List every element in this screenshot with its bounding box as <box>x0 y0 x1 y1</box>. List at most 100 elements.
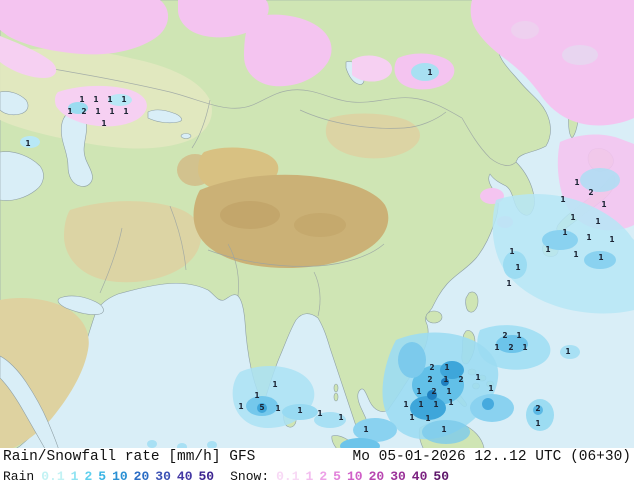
scale-value: 30 <box>155 469 171 484</box>
rain-indian-ocean3 <box>207 441 217 448</box>
terrain-tibet-plateau <box>193 174 389 268</box>
terrain-tibet-high1 <box>220 201 280 229</box>
rain-vietnam <box>398 342 426 378</box>
border-himalaya <box>207 243 385 267</box>
scale-value: 2 <box>319 469 328 484</box>
precip-marker: 1 <box>522 343 527 352</box>
precip-marker: 1 <box>123 107 128 116</box>
legend-row: Rain 0.1 1 2 5 10 20 30 40 50 Snow: 0.1 1 2 5 10 20 30… <box>3 467 631 486</box>
precip-marker: 1 <box>317 409 322 418</box>
precip-marker: 2 <box>458 375 463 384</box>
rain-indian-ocean2 <box>177 443 187 448</box>
scale-value: 2 <box>84 469 93 484</box>
scale-value: 20 <box>133 469 150 484</box>
precip-marker: 1 <box>545 245 550 254</box>
caption-bar: Rain/Snowfall rate [mm/h] GFS Mo 05-01-2… <box>0 448 634 486</box>
border-iran-west <box>99 227 123 294</box>
snow-siberia-mid1 <box>178 0 269 38</box>
snow-siberia-west <box>0 0 169 55</box>
precip-marker: 2 <box>431 387 436 396</box>
scale-value: 50 <box>433 469 450 484</box>
persian-gulf <box>57 295 104 315</box>
rain-se-asia-core2 <box>410 396 446 420</box>
precip-marker: 1 <box>516 331 521 340</box>
scale-value: 1 <box>70 469 79 484</box>
caspian-sea <box>60 111 93 187</box>
border-central-asia <box>191 99 211 149</box>
precip-marker: 1 <box>67 107 72 116</box>
precip-marker: 5 <box>259 403 264 412</box>
precip-marker: 1 <box>107 95 112 104</box>
scale-value: 0.1 <box>276 469 300 484</box>
precip-marker: 1 <box>254 391 259 400</box>
scale-value: 30 <box>390 469 406 484</box>
rain-bengal-east1 <box>282 404 318 420</box>
precip-marker: 1 <box>416 387 421 396</box>
rain-regions <box>20 136 634 448</box>
rain-japan-spot2 <box>584 251 616 269</box>
terrain-arabia-desert <box>0 298 89 448</box>
snow-okhotsk-hole1 <box>562 45 598 65</box>
rain-se-asia-dark1 <box>427 390 437 400</box>
border-mongolia-china <box>299 109 447 129</box>
island-taiwan <box>465 291 479 313</box>
precip-marker: 2 <box>502 331 507 340</box>
precip-marker: 1 <box>448 398 453 407</box>
rain-se-asia-core3 <box>440 361 464 379</box>
map-datetime: Mo 05-01-2026 12..12 UTC (06+30) <box>352 449 631 465</box>
border-iran-east <box>169 205 187 271</box>
precip-marker: 1 <box>444 363 449 372</box>
precip-marker: 1 <box>570 213 575 222</box>
precip-marker: 1 <box>338 413 343 422</box>
snow-siberia-east1 <box>352 55 392 82</box>
precip-marker: 1 <box>443 375 448 384</box>
rain-pacific-mid <box>560 345 580 359</box>
precip-marker: 2 <box>429 363 434 372</box>
precip-marker: 1 <box>109 107 114 116</box>
snow-ural-tail <box>0 36 57 78</box>
rain-japan-spot1 <box>542 230 578 250</box>
red-sea <box>0 355 59 448</box>
precip-marker: 1 <box>441 425 446 434</box>
scale-value: 20 <box>368 469 385 484</box>
rain-scale: 0.1 1 2 5 10 20 30 40 50 <box>41 467 220 486</box>
island-andaman-1 <box>333 383 339 393</box>
rain-mindanao-dark <box>482 398 494 410</box>
precip-marker: 2 <box>81 107 86 116</box>
precip-marker: 1 <box>427 68 432 77</box>
map-title: Rain/Snowfall rate [mm/h] GFS <box>3 449 256 465</box>
rain-se-asia-dark2 <box>441 378 449 386</box>
scale-value: 0.1 <box>41 469 65 484</box>
rain-east-china-sea <box>503 251 527 279</box>
precip-marker: 1 <box>446 387 451 396</box>
border-india-pakistan <box>227 243 239 297</box>
precip-marker: 1 <box>275 404 280 413</box>
precip-marker: 1 <box>598 253 603 262</box>
precip-marker: 1 <box>403 400 408 409</box>
precip-marker: 2 <box>588 188 593 197</box>
precip-marker: 1 <box>494 343 499 352</box>
rain-bengal-east2 <box>314 412 346 428</box>
precip-marker: 1 <box>573 250 578 259</box>
country-borders <box>0 59 517 317</box>
precip-marker: 1 <box>574 178 579 187</box>
border-russia-south <box>0 59 463 119</box>
precip-marker: 1 <box>609 235 614 244</box>
scale-value: 5 <box>98 469 107 484</box>
scale-value: 5 <box>333 469 341 484</box>
precip-marker: 1 <box>79 95 84 104</box>
precip-marker: 1 <box>565 347 570 356</box>
rain-malaya <box>353 418 397 442</box>
precip-marker: 1 <box>297 406 302 415</box>
terrain-tibet-high2 <box>294 213 346 237</box>
precip-marker: 1 <box>601 200 606 209</box>
scale-value: 50 <box>198 469 215 484</box>
snow-siberia-mid2 <box>244 14 332 87</box>
precip-marker: 1 <box>363 425 368 434</box>
precip-marker: 1 <box>506 279 511 288</box>
rain-japan-pacific <box>492 194 634 314</box>
snow-scale: 0.1 1 2 5 10 20 30 40 50 <box>276 467 455 486</box>
